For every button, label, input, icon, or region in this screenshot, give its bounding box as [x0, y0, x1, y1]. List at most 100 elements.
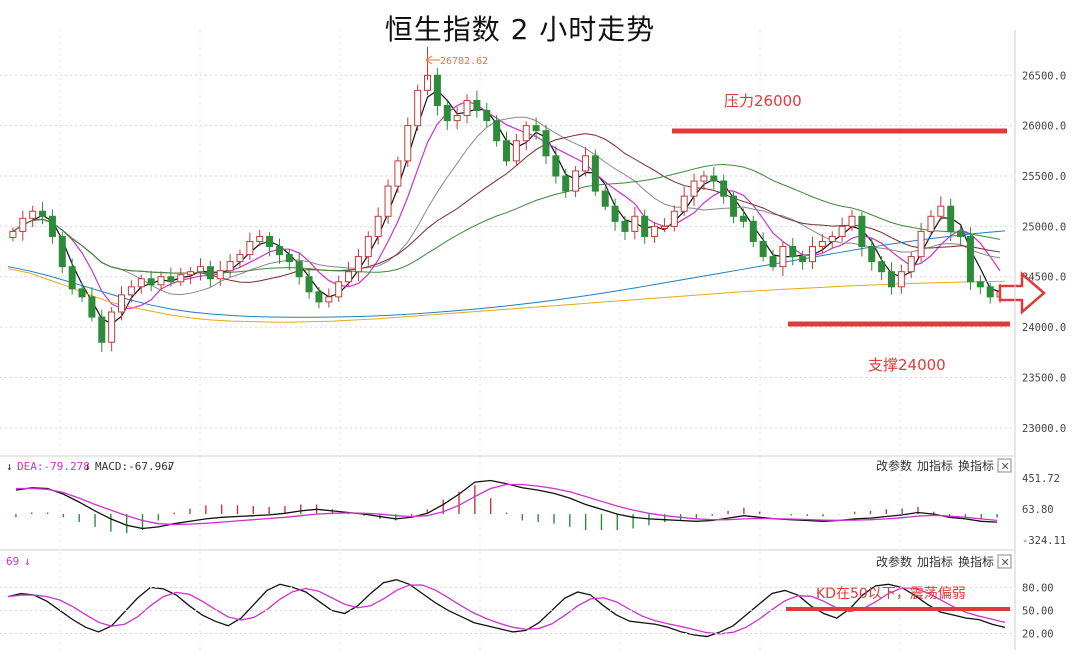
candle-body	[433, 74, 441, 106]
price-tick-label: 26000.0	[1022, 121, 1066, 133]
candle-body	[907, 256, 915, 273]
high-marker-label: 26782.62	[440, 56, 488, 67]
candle-body	[789, 246, 797, 258]
candle-body	[137, 278, 145, 288]
candle-body	[335, 281, 343, 298]
add-indicator-button[interactable]: 加指标	[917, 554, 953, 569]
svg-text:↓: ↓	[24, 555, 31, 568]
kd-header: 69 ↓	[6, 555, 31, 568]
candle-body	[157, 276, 165, 286]
candle-body	[759, 240, 767, 258]
candle-body	[19, 217, 27, 232]
candle-body	[256, 235, 264, 242]
candle-body	[799, 256, 807, 263]
candle-body	[9, 230, 17, 238]
candle-body	[700, 175, 708, 182]
kd-tick-label: 80.00	[1022, 582, 1054, 594]
candle-body	[660, 225, 668, 229]
k-line	[7, 579, 1006, 638]
candle-body	[927, 215, 935, 232]
candle-body	[315, 291, 323, 303]
candle-body	[680, 195, 688, 212]
candle-body	[483, 110, 491, 122]
candle-body	[364, 235, 372, 258]
candle-body	[98, 316, 106, 343]
candle-body	[621, 220, 629, 232]
switch-indicator-button[interactable]: 换指标	[958, 458, 994, 473]
price-tick-label: 24500.0	[1022, 272, 1066, 284]
candle-body	[512, 140, 520, 162]
candle-body	[641, 215, 649, 237]
macd-lines	[15, 479, 998, 530]
candle-body	[878, 261, 886, 273]
candlestick-series	[9, 46, 1004, 352]
candle-body	[285, 254, 293, 263]
candle-body	[78, 288, 86, 298]
candle-body	[345, 271, 353, 283]
candle-body	[48, 215, 56, 237]
candle-body	[532, 125, 540, 132]
candle-body	[591, 155, 599, 192]
close-icon: ✕	[1001, 460, 1010, 473]
candle-body	[917, 230, 925, 258]
switch-indicator-button[interactable]: 换指标	[958, 554, 994, 569]
candle-body	[305, 276, 313, 293]
price-axis: 26500.0 26000.0 25500.0 25000.0 24500.0 24000…	[1022, 70, 1066, 435]
candle-body	[68, 266, 76, 290]
change-params-button[interactable]: 改参数	[876, 458, 912, 473]
price-tick-label: 24000.0	[1022, 322, 1066, 334]
price-tick-label: 23000.0	[1022, 423, 1066, 435]
candle-body	[937, 205, 945, 217]
candle-body	[414, 89, 422, 127]
ma60-line	[12, 163, 1001, 274]
candle-body	[739, 215, 747, 222]
dea-line	[15, 483, 998, 526]
candle-body	[29, 210, 37, 219]
candle-body	[848, 215, 856, 227]
macd-toolbar: 改参数 加指标 换指标 ✕	[876, 458, 1012, 473]
grid-lines	[0, 30, 1015, 650]
dif-line	[15, 479, 998, 530]
change-params-button[interactable]: 改参数	[876, 554, 912, 569]
candle-body	[453, 115, 461, 122]
close-button[interactable]	[997, 458, 1012, 473]
candle-body	[147, 278, 155, 286]
candle-body	[216, 270, 224, 280]
candle-body	[976, 281, 984, 288]
svg-text:↓: ↓	[6, 460, 13, 473]
candle-body	[581, 155, 589, 172]
candle-body	[394, 160, 402, 187]
candle-body	[167, 276, 175, 283]
price-tick-label: 26500.0	[1022, 70, 1066, 82]
candle-body	[493, 120, 501, 142]
candle-body	[769, 256, 777, 268]
candle-body	[443, 104, 451, 122]
candle-body	[552, 155, 560, 177]
candle-body	[838, 225, 846, 237]
candle-body	[710, 175, 718, 182]
candle-body	[275, 246, 283, 256]
candle-body	[720, 180, 728, 197]
candle-body	[58, 235, 66, 268]
candle-body	[651, 225, 659, 237]
candle-body	[295, 261, 303, 278]
macd-tick-label: 63.80	[1022, 504, 1054, 516]
candle-body	[562, 175, 570, 192]
price-tick-label: 23500.0	[1022, 372, 1066, 384]
add-indicator-button[interactable]: 加指标	[917, 458, 953, 473]
candle-body	[206, 266, 214, 280]
macd-tick-label: -324.11	[1022, 535, 1066, 547]
candle-body	[127, 286, 135, 296]
support-label: 支撑24000	[868, 356, 946, 374]
close-button[interactable]	[997, 554, 1012, 569]
candle-body	[986, 286, 994, 298]
candle-body	[670, 210, 678, 227]
high-marker: 26782.62	[425, 55, 488, 67]
candle-body	[749, 220, 757, 242]
price-tick-label: 25500.0	[1022, 171, 1066, 183]
candle-body	[631, 215, 639, 232]
candle-body	[108, 311, 116, 343]
kd-toolbar: 改参数 加指标 换指标 ✕	[876, 554, 1012, 569]
candle-body	[572, 170, 580, 192]
